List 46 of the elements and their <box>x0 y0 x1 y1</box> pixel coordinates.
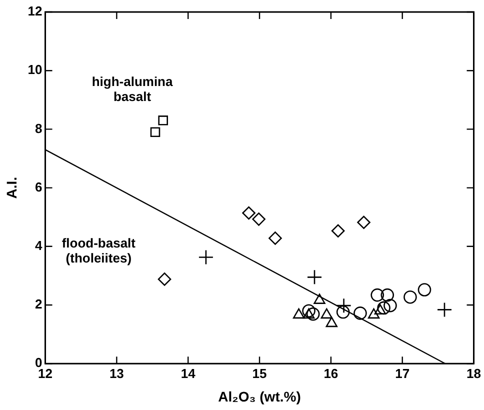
point <box>336 298 352 314</box>
point <box>384 298 397 312</box>
point <box>320 308 332 319</box>
point <box>380 288 394 302</box>
point <box>150 127 160 138</box>
point <box>252 212 266 226</box>
x-tick-label: 14 <box>180 366 196 381</box>
x-tick-label: 16 <box>324 366 338 381</box>
point <box>306 270 322 285</box>
y-tick-label: 12 <box>28 4 42 19</box>
point <box>268 232 282 245</box>
y-tick-label: 6 <box>35 179 42 194</box>
annotation: flood-basalt (tholeiites) <box>62 236 136 266</box>
y-tick-label: 2 <box>35 296 42 312</box>
point <box>336 305 350 319</box>
y-tick-label: 0 <box>35 355 42 370</box>
point <box>370 288 384 302</box>
point <box>198 250 214 265</box>
x-tick-label: 17 <box>395 366 410 381</box>
point <box>368 308 380 319</box>
point <box>404 290 417 304</box>
y-axis-title: A.I. <box>3 176 20 199</box>
x-axis-title: Al₂O₃ (wt.%) <box>218 388 301 404</box>
point <box>326 316 338 328</box>
x-tick-label: 18 <box>466 366 482 381</box>
y-tick-label: 4 <box>35 238 44 253</box>
point <box>314 294 326 304</box>
x-tick-label: 13 <box>109 366 124 381</box>
point <box>158 272 172 286</box>
point <box>242 206 256 220</box>
point <box>302 304 316 318</box>
point <box>302 308 315 319</box>
point <box>377 301 390 315</box>
point <box>158 116 168 126</box>
point <box>292 308 305 319</box>
point <box>306 307 320 321</box>
point <box>436 302 452 318</box>
point <box>418 283 432 296</box>
point <box>331 224 345 238</box>
y-tick-label: 8 <box>35 120 42 136</box>
x-tick-label: 15 <box>252 366 267 381</box>
point <box>357 216 370 230</box>
y-tick-label: 10 <box>28 62 42 78</box>
point <box>354 306 367 320</box>
point <box>374 304 386 315</box>
annotation: high-alumina basalt <box>92 74 174 104</box>
